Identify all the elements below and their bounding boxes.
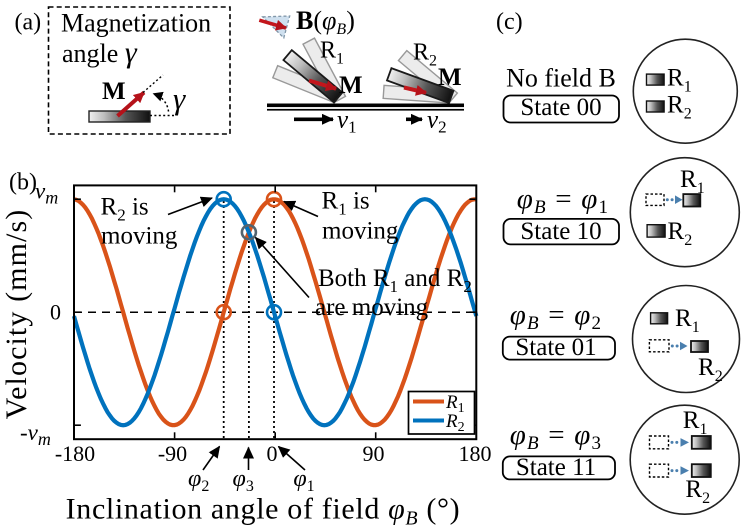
svg-text:R1: R1	[683, 407, 708, 438]
svg-text:(c): (c)	[496, 9, 523, 35]
svg-text:State 10: State 10	[520, 218, 601, 245]
svg-text:R2: R2	[698, 354, 723, 385]
svg-text:State 11: State 11	[516, 454, 596, 481]
svg-text:State 01: State 01	[515, 334, 596, 361]
svg-text:R2: R2	[685, 476, 710, 507]
svg-text:R1: R1	[320, 38, 344, 68]
svg-text:v1: v1	[337, 107, 357, 137]
svg-text:R2 is: R2 is	[101, 194, 149, 225]
svg-text:moving: moving	[101, 223, 178, 250]
svg-text:0: 0	[267, 441, 278, 466]
svg-text:angle γ: angle γ	[62, 36, 138, 69]
svg-text:(a): (a)	[15, 10, 42, 36]
svg-text:R2: R2	[413, 40, 437, 70]
svg-text:State 00: State 00	[520, 94, 601, 121]
svg-text:-90: -90	[158, 441, 187, 466]
svg-text:γ: γ	[173, 81, 186, 116]
svg-text:M: M	[339, 72, 363, 99]
svg-text:R2: R2	[667, 92, 692, 123]
svg-text:v2: v2	[427, 107, 447, 137]
svg-text:(b): (b)	[9, 170, 37, 196]
svg-text:Velocity (mm/s): Velocity (mm/s)	[0, 209, 33, 420]
svg-text:φ2: φ2	[188, 466, 209, 495]
svg-text:φB = φ3: φB = φ3	[510, 419, 602, 454]
svg-text:are moving: are moving	[315, 294, 429, 321]
svg-text:Both R1 and R2: Both R1 and R2	[318, 265, 472, 296]
svg-text:moving: moving	[322, 218, 399, 245]
svg-text:vm: vm	[35, 179, 58, 208]
svg-text:φB = φ1: φB = φ1	[517, 183, 609, 218]
svg-text:M: M	[438, 64, 462, 91]
svg-text:Inclination angle of field φB: Inclination angle of field φB (°)	[66, 493, 461, 530]
svg-text:-vm: -vm	[20, 420, 51, 449]
svg-text:M: M	[102, 78, 126, 105]
svg-text:R1: R1	[680, 166, 705, 197]
svg-text:Magnetization: Magnetization	[61, 9, 211, 38]
svg-text:φB = φ2: φB = φ2	[510, 299, 602, 334]
svg-text:-180: -180	[55, 441, 95, 466]
svg-text:90: 90	[363, 441, 385, 466]
svg-text:R1 is: R1 is	[322, 188, 370, 219]
svg-text:φ3: φ3	[233, 466, 254, 495]
svg-text:φ1: φ1	[293, 466, 314, 495]
svg-text:R1: R1	[675, 305, 700, 336]
svg-text:0: 0	[50, 300, 61, 325]
svg-text:No field B: No field B	[506, 64, 616, 93]
svg-text:180: 180	[459, 441, 492, 466]
svg-text:R2: R2	[668, 218, 693, 249]
svg-text:B(φB): B(φB)	[296, 6, 355, 38]
